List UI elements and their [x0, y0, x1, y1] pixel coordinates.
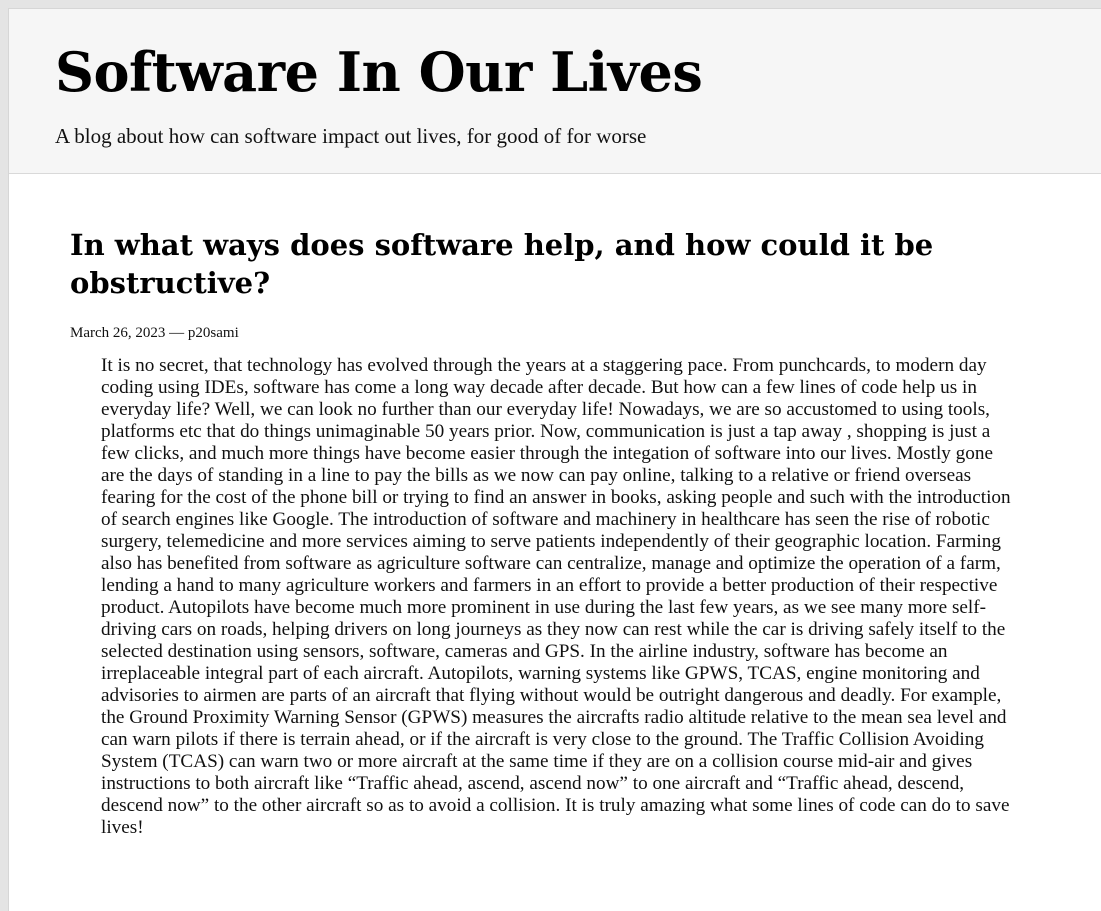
site-title[interactable]: Software In Our Lives — [55, 40, 703, 104]
post-author[interactable]: p20sami — [187, 325, 239, 341]
blog-post: In what ways does software help, and how… — [9, 174, 1101, 839]
post-meta: March 26, 2023 — p20sami — [70, 323, 1061, 343]
meta-separator: — — [169, 325, 185, 341]
site-header: Software In Our Lives A blog about how c… — [9, 9, 1101, 174]
post-date[interactable]: March 26, 2023 — [70, 325, 166, 341]
site-tagline: A blog about how can software impact out… — [55, 124, 647, 148]
post-title[interactable]: In what ways does software help, and how… — [70, 228, 934, 300]
post-body: It is no secret, that technology has evo… — [101, 355, 1011, 838]
browser-viewport: Software In Our Lives A blog about how c… — [8, 8, 1101, 911]
